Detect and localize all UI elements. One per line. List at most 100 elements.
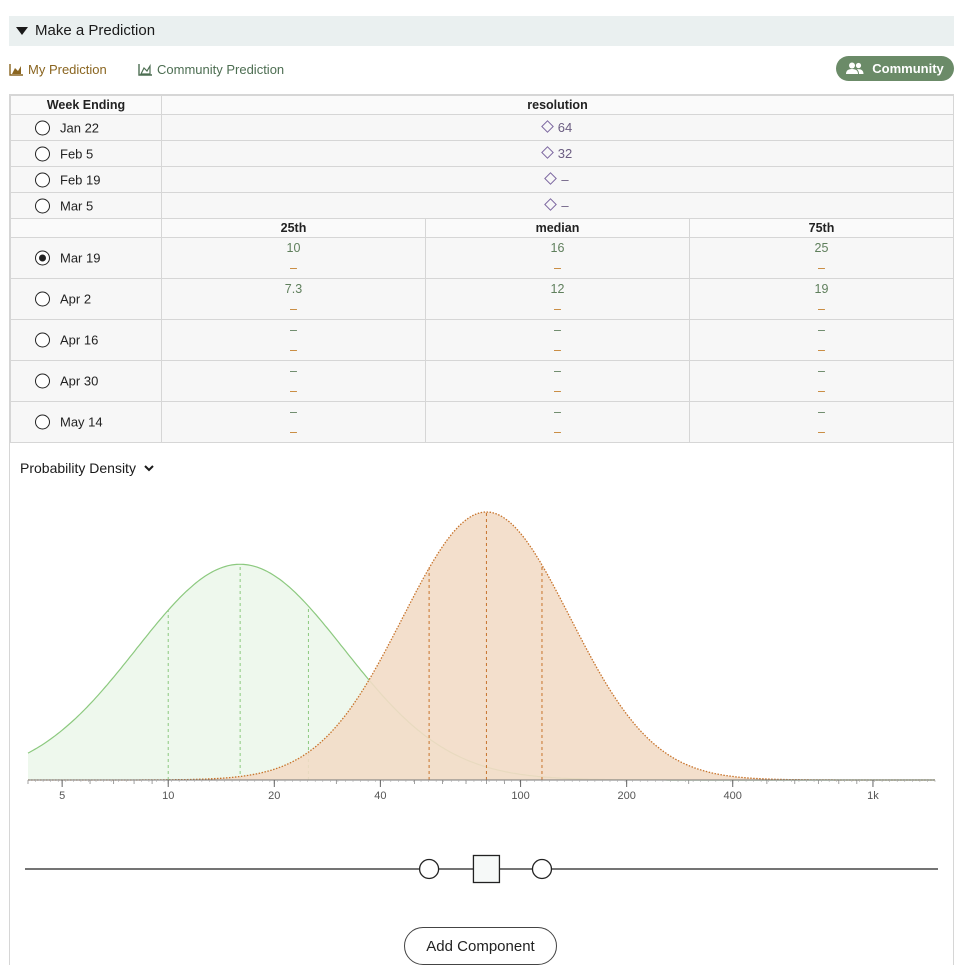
week-radio[interactable] [35, 250, 50, 266]
resolved-row[interactable]: Feb 5 32 [10, 140, 954, 167]
resolution-cell: 64 [161, 114, 954, 141]
prediction-table: Week Ending resolution Jan 22 64 Feb 5 32 Fe… [10, 95, 954, 443]
week-label: Mar 19 [60, 250, 101, 266]
week-radio[interactable] [35, 373, 50, 389]
community-value: 25 [814, 241, 829, 255]
community-value: 16 [550, 241, 565, 255]
week-label: Apr 30 [60, 373, 99, 389]
community-value: – [290, 323, 297, 337]
forecast-row[interactable]: Apr 2 7.3 – 12 – 19 – [10, 278, 954, 320]
add-component-label: Add Component [426, 937, 535, 955]
community-value: – [554, 323, 561, 337]
week-ending-header: Week Ending [10, 95, 162, 115]
resolution-value: – [561, 172, 569, 187]
resolved-row[interactable]: Mar 5 – [10, 192, 954, 219]
week-cell[interactable]: Feb 19 [10, 166, 162, 193]
resolved-row[interactable]: Feb 19 – [10, 166, 954, 193]
resolution-value: 64 [557, 120, 573, 135]
community-value: – [554, 405, 561, 419]
quantile-cell: 12 – [425, 278, 690, 320]
my-value: – [818, 384, 825, 398]
resolution-value: – [561, 198, 569, 213]
resolution-cell: 32 [161, 140, 954, 167]
my-prediction-label: My Prediction [28, 62, 107, 77]
community-value: – [554, 364, 561, 378]
week-radio[interactable] [35, 332, 50, 348]
my-value: – [818, 425, 825, 439]
my-value: – [818, 343, 825, 357]
quantile-cell: 25 – [689, 237, 954, 279]
area-chart-icon [138, 63, 152, 76]
area-chart-icon [9, 64, 23, 76]
week-label: Feb 19 [60, 172, 101, 187]
week-label: Feb 5 [60, 146, 94, 161]
quantile-cell: – – [689, 360, 954, 402]
quantile-cell: 19 – [689, 278, 954, 320]
resolved-row[interactable]: Jan 22 64 [10, 114, 954, 141]
my-value: – [554, 425, 561, 439]
week-cell[interactable]: Apr 16 [10, 319, 162, 361]
week-radio[interactable] [35, 198, 50, 213]
week-cell[interactable]: Feb 5 [10, 140, 162, 167]
community-value: – [290, 405, 297, 419]
community-prediction-tab[interactable]: Community Prediction [138, 62, 284, 77]
community-button-label: Community [872, 61, 944, 76]
community-value: 10 [286, 241, 301, 255]
add-component-button[interactable]: Add Component [404, 927, 557, 965]
density-selector[interactable]: Probability Density [20, 460, 154, 476]
community-button[interactable]: Community [836, 56, 954, 81]
my-value: – [554, 261, 561, 275]
density-label: Probability Density [20, 460, 136, 476]
resolution-cell: – [161, 166, 954, 193]
quantile-cell: 16 – [425, 237, 690, 279]
median-header: median [425, 218, 690, 238]
week-label: May 14 [60, 414, 103, 430]
prediction-panel: Week Ending resolution Jan 22 64 Feb 5 32 Fe… [9, 94, 954, 965]
quantile-cell: – – [689, 319, 954, 361]
collapse-triangle-icon [16, 27, 28, 35]
my-value: – [290, 343, 297, 357]
my-value: – [290, 261, 297, 275]
forecast-row[interactable]: Apr 16– – – – – – [10, 319, 954, 361]
quantile-cell: – – [161, 360, 426, 402]
week-cell[interactable]: Jan 22 [10, 114, 162, 141]
week-label: Jan 22 [60, 120, 100, 135]
forecast-row[interactable]: May 14– – – – – – [10, 401, 954, 443]
my-value: – [554, 302, 561, 316]
community-value: – [818, 364, 825, 378]
quantile-cell: 7.3 – [161, 278, 426, 320]
week-radio[interactable] [35, 172, 50, 187]
forecast-row[interactable]: Mar 19 10 – 16 – 25 – [10, 237, 954, 279]
chevron-down-icon [144, 464, 154, 471]
my-value: – [554, 384, 561, 398]
week-cell[interactable]: Mar 19 [10, 237, 162, 279]
week-cell[interactable]: Mar 5 [10, 192, 162, 219]
quantile-cell: – – [689, 401, 954, 443]
community-value: – [290, 364, 297, 378]
quantile-cell: – – [425, 319, 690, 361]
q75-header: 75th [689, 218, 954, 238]
week-radio[interactable] [35, 291, 50, 307]
resolution-value: 32 [557, 146, 573, 161]
week-radio[interactable] [35, 146, 50, 161]
week-cell[interactable]: May 14 [10, 401, 162, 443]
quantile-cell: – – [161, 401, 426, 443]
week-cell[interactable]: Apr 30 [10, 360, 162, 402]
my-value: – [818, 302, 825, 316]
forecast-row[interactable]: Apr 30– – – – – – [10, 360, 954, 402]
quantile-cell: – – [161, 319, 426, 361]
quantile-cell: – – [425, 401, 690, 443]
week-label: Apr 2 [60, 291, 92, 307]
quantile-cell: – – [425, 360, 690, 402]
diamond-icon [540, 146, 554, 159]
my-prediction-tab[interactable]: My Prediction [9, 62, 107, 77]
week-cell[interactable]: Apr 2 [10, 278, 162, 320]
diamond-icon [544, 172, 558, 185]
resolution-cell: – [161, 192, 954, 219]
week-radio[interactable] [35, 120, 50, 135]
my-value: – [554, 343, 561, 357]
make-prediction-header[interactable]: Make a Prediction [9, 16, 954, 46]
users-icon [846, 62, 864, 74]
q25-header: 25th [161, 218, 426, 238]
week-radio[interactable] [35, 414, 50, 430]
